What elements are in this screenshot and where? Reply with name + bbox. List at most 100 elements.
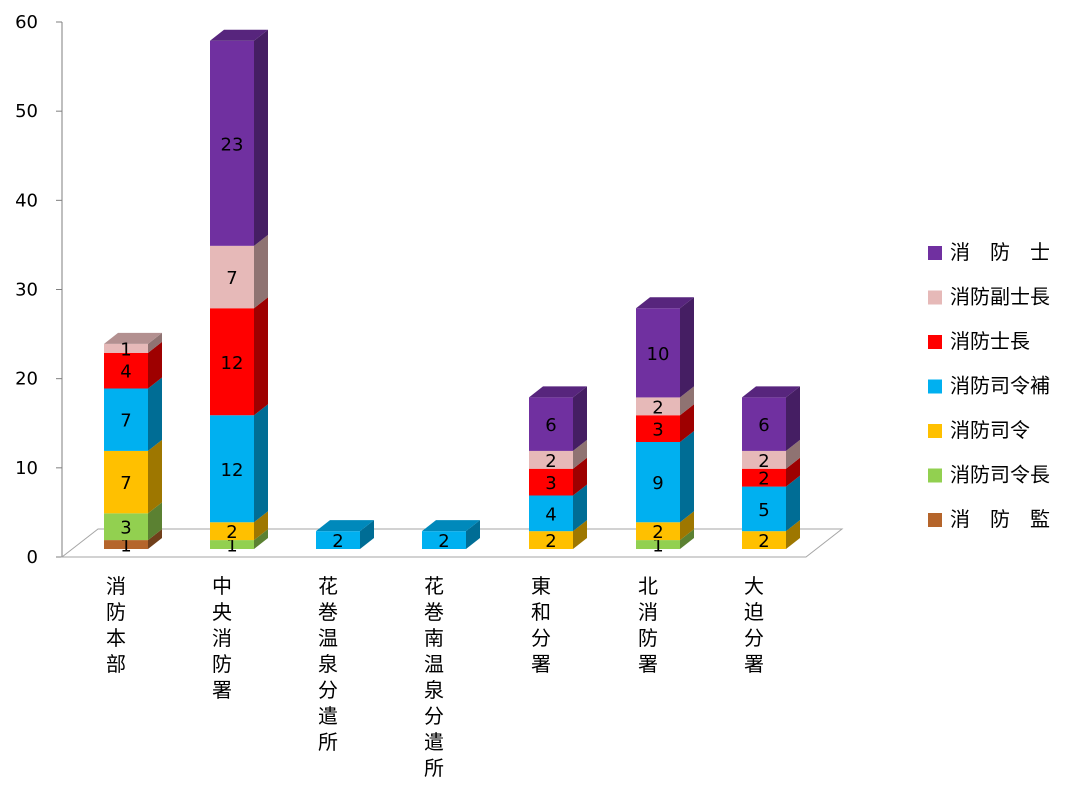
category-label-char: 巻	[318, 600, 338, 624]
category-label-char: 分	[744, 626, 764, 650]
floor-outline	[60, 528, 844, 558]
bar-segment-side	[466, 520, 480, 549]
legend-swatch	[928, 513, 942, 527]
category-label-char: 温	[318, 626, 338, 650]
bar-segment-side	[786, 475, 800, 532]
bar-segment	[636, 522, 680, 541]
data-label: 2	[226, 522, 237, 543]
data-label: 4	[120, 362, 131, 383]
category-label-char: 部	[106, 652, 126, 676]
data-label: 6	[545, 415, 556, 436]
data-label: 12	[221, 460, 244, 481]
bar-segment-side	[786, 520, 800, 549]
legend-swatch	[928, 379, 942, 394]
data-label: 2	[332, 531, 343, 552]
legend-swatch	[928, 468, 942, 483]
category-label-char: 中	[212, 574, 232, 598]
category-label-char: 署	[744, 652, 764, 676]
bar-segment	[104, 352, 148, 389]
legend-swatch	[928, 424, 942, 438]
bar-segment-side	[148, 332, 162, 353]
category-label-char: 本	[106, 626, 126, 650]
bar-top	[210, 29, 268, 41]
bar-segment-side	[360, 520, 374, 549]
y-tick-label: 30	[15, 280, 38, 301]
bar-segment	[104, 513, 148, 541]
data-label: 1	[652, 536, 663, 557]
data-label: 1	[226, 536, 237, 557]
bar-top	[529, 386, 587, 398]
bar-segment	[104, 540, 148, 549]
category-label-char: 花	[424, 574, 444, 598]
data-label: 3	[120, 518, 131, 539]
y-tick-label: 40	[15, 190, 38, 211]
bar-segment-side	[680, 529, 694, 549]
bar-segment-side	[148, 439, 162, 514]
category-label-char: 分	[531, 626, 551, 650]
bar-segment	[422, 531, 466, 549]
data-label: 2	[545, 451, 556, 472]
category-label-char: 央	[212, 600, 232, 624]
bar-segment	[636, 397, 680, 416]
category-label-char: 消	[638, 600, 658, 624]
bar-segment	[529, 450, 573, 469]
bar-segment	[742, 531, 786, 549]
category-label-char: 署	[212, 678, 232, 702]
y-tick-label: 50	[15, 101, 38, 122]
bar-segment-side	[680, 431, 694, 523]
data-label: 2	[758, 451, 769, 472]
data-label: 1	[120, 536, 131, 557]
bar-segment-side	[148, 502, 162, 541]
category-label-char: 遣	[318, 704, 338, 728]
legend-label: 消防副士長	[950, 285, 1050, 309]
bar-segment	[742, 486, 786, 532]
category-label-char: 所	[318, 730, 338, 754]
bar-segment	[636, 415, 680, 442]
bar-segment-side	[680, 511, 694, 541]
data-label: 12	[221, 353, 244, 374]
category-label-char: 泉	[424, 678, 444, 702]
data-label: 3	[652, 420, 663, 441]
data-label: 7	[120, 473, 131, 494]
bar-top	[316, 520, 374, 532]
category-label-char: 消	[212, 626, 232, 650]
category-label-char: 防	[638, 626, 658, 650]
data-label: 7	[226, 268, 237, 289]
data-label: 4	[545, 504, 556, 525]
category-label-char: 消	[106, 574, 126, 598]
bar-segment-side	[254, 29, 268, 246]
bar-segment	[742, 468, 786, 487]
bar-segment-side	[680, 297, 694, 398]
bar-top	[104, 332, 162, 344]
bar-segment-side	[786, 457, 800, 487]
data-label: 2	[758, 469, 769, 490]
category-label-char: 和	[531, 600, 551, 624]
legend-label: 消防司令補	[950, 374, 1050, 398]
chart-floor	[60, 528, 844, 558]
legend-label: 消防司令	[950, 418, 1030, 442]
data-label: 23	[221, 134, 244, 155]
data-label: 1	[120, 339, 131, 360]
bar-segment-side	[254, 404, 268, 523]
y-tick-label: 0	[27, 547, 38, 568]
data-label: 6	[758, 415, 769, 436]
data-label: 2	[545, 531, 556, 552]
data-label: 9	[652, 473, 663, 494]
bar-segment	[742, 397, 786, 451]
category-label-char: 署	[531, 652, 551, 676]
bar-segment	[210, 415, 254, 523]
category-label-char: 花	[318, 574, 338, 598]
bar-segment-side	[573, 439, 587, 469]
bar-segment-side	[573, 520, 587, 549]
bar-segment	[210, 40, 254, 246]
bar-segment	[742, 450, 786, 469]
data-label: 3	[545, 473, 556, 494]
bar-segment	[529, 495, 573, 532]
bar-segment	[529, 531, 573, 549]
category-label-char: 防	[212, 652, 232, 676]
data-label: 10	[647, 344, 670, 365]
